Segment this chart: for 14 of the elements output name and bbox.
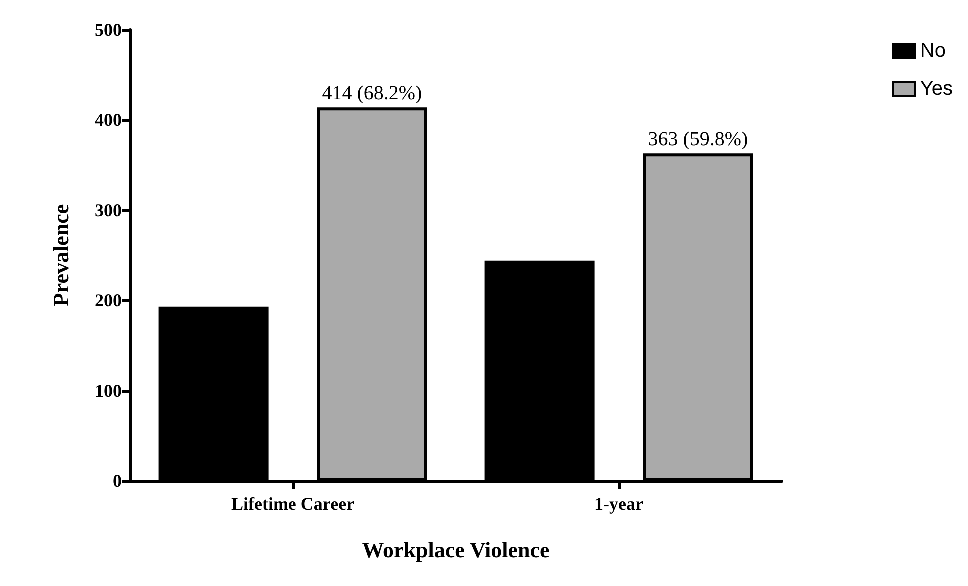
y-tick-label: 0 [113, 471, 122, 491]
x-tick-label: 1-year [594, 494, 644, 514]
data-label: 414 (68.2%) [322, 82, 422, 105]
data-label: 363 (59.8%) [648, 128, 748, 151]
legend-label: Yes [920, 78, 954, 100]
legend-label: No [920, 40, 946, 62]
y-tick-label: 400 [95, 110, 122, 130]
y-tick-label: 200 [95, 290, 122, 311]
y-tick-label: 300 [95, 200, 122, 220]
y-tick-label: 100 [95, 380, 122, 401]
y-tick-label: 500 [95, 20, 122, 40]
y-axis-title: Prevalence [48, 204, 74, 307]
x-tick-label: Lifetime Career [231, 494, 355, 514]
x-axis-title: Workplace Violence [362, 538, 550, 562]
